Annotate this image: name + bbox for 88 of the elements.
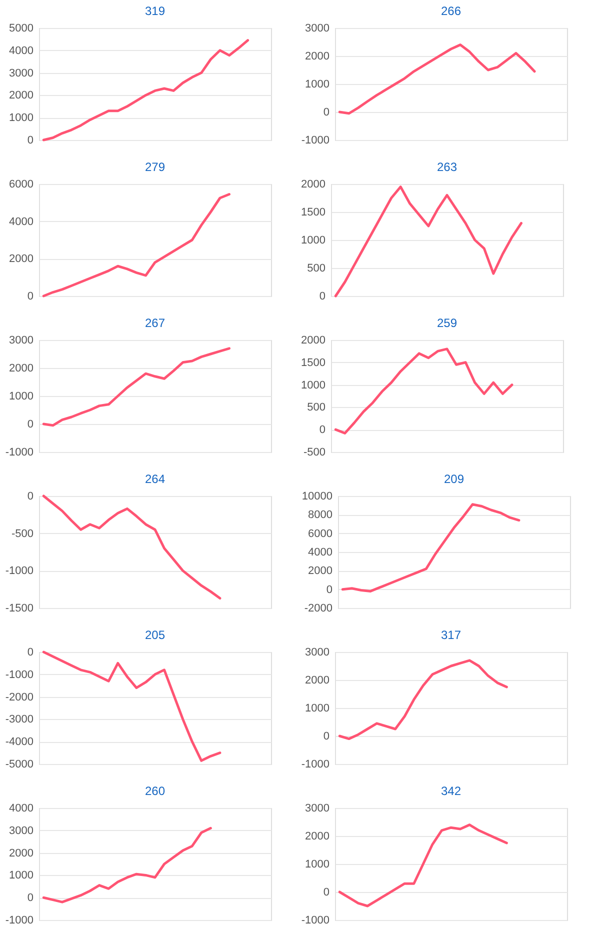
y-tick-label: 4000 [9,216,34,228]
chart-title: 209 [444,472,464,486]
line-series [42,39,250,142]
y-tick-label: -1000 [5,565,34,578]
y-tick-label: -1000 [301,758,330,770]
y-tick-label: 10000 [302,490,332,502]
y-tick-label: 1000 [9,870,34,882]
y-tick-label: 3000 [9,824,34,837]
line-series [334,348,514,434]
y-tick-label: -1500 [5,602,34,614]
y-tick-label: 2000 [305,674,330,686]
line-series [42,826,212,904]
y-tick-label: -3000 [5,714,34,726]
y-tick-label: 0 [326,584,332,596]
y-tick-label: 2000 [9,90,34,102]
y-tick-label: -500 [11,528,34,540]
chart-title: 264 [144,472,166,486]
line-series [42,193,230,298]
chart-title: 267 [144,316,166,330]
y-tick-label: -5000 [5,758,34,770]
y-tick-label: 4000 [9,802,34,814]
line-series [338,659,508,740]
line-series [334,186,522,298]
y-tick-label: -1000 [5,668,34,681]
y-tick-label: 0 [27,892,34,904]
y-tick-label: 500 [307,402,326,414]
y-tick-label: 0 [27,290,34,302]
chart-title: 266 [440,4,462,18]
y-tick-label: -500 [303,446,326,458]
y-tick-label: 2000 [301,334,326,346]
y-tick-label: -1000 [301,134,330,146]
y-tick-label: 1000 [305,702,330,714]
y-tick-label: 1500 [301,206,326,218]
line-series [42,650,222,762]
y-tick-label: 2000 [305,50,330,62]
y-tick-label: 3000 [305,802,330,814]
y-tick-label: 0 [323,106,330,118]
y-tick-label: 3000 [305,646,330,658]
y-tick-label: 1500 [301,356,326,369]
line-series [338,44,536,115]
y-tick-label: 2000 [305,830,330,842]
y-tick-label: -2000 [304,602,332,614]
y-tick-label: 500 [307,262,326,274]
y-tick-label: 0 [27,418,34,430]
y-tick-label: 6000 [308,528,332,540]
y-tick-label: 0 [319,290,326,302]
y-tick-label: 3000 [9,334,34,346]
y-tick-label: 0 [27,490,34,502]
chart-title: 205 [144,628,166,642]
y-tick-label: 0 [27,646,34,658]
y-tick-label: 2000 [301,178,326,190]
chart-title: 279 [144,160,166,174]
y-tick-label: 1000 [305,78,330,90]
y-tick-label: -1000 [301,914,330,926]
y-tick-label: 0 [319,424,326,436]
line-series [341,503,520,592]
y-tick-label: 4000 [9,44,34,57]
chart-title: 317 [440,628,462,642]
y-tick-label: 0 [27,134,34,146]
chart-title: 342 [440,784,462,798]
y-tick-label: -4000 [5,736,34,748]
y-tick-label: 1000 [9,112,34,124]
chart-title: 319 [144,4,166,18]
chart-title: 259 [436,316,458,330]
y-tick-label: 6000 [9,178,34,190]
y-tick-label: 2000 [9,362,34,374]
y-tick-label: 1000 [9,390,34,402]
y-tick-label: 2000 [9,253,34,266]
y-tick-label: 5000 [9,22,34,34]
line-series [42,494,222,600]
line-series [338,824,508,908]
chart-title: 263 [436,160,458,174]
y-tick-label: 2000 [308,565,332,578]
y-tick-label: -2000 [5,691,34,704]
y-tick-label: -1000 [5,914,34,926]
y-tick-label: 3000 [305,22,330,34]
y-tick-label: 2000 [9,847,34,860]
y-tick-label: 4000 [308,546,332,558]
chart-title: 260 [144,784,166,798]
y-tick-label: 8000 [308,509,332,522]
line-series [42,347,230,427]
y-tick-label: 3000 [9,67,34,80]
y-tick-label: 1000 [301,234,326,246]
y-tick-label: -1000 [5,446,34,458]
y-tick-label: 0 [323,886,330,898]
y-tick-label: 1000 [301,379,326,392]
y-tick-label: 1000 [305,858,330,870]
y-tick-label: 0 [323,730,330,742]
